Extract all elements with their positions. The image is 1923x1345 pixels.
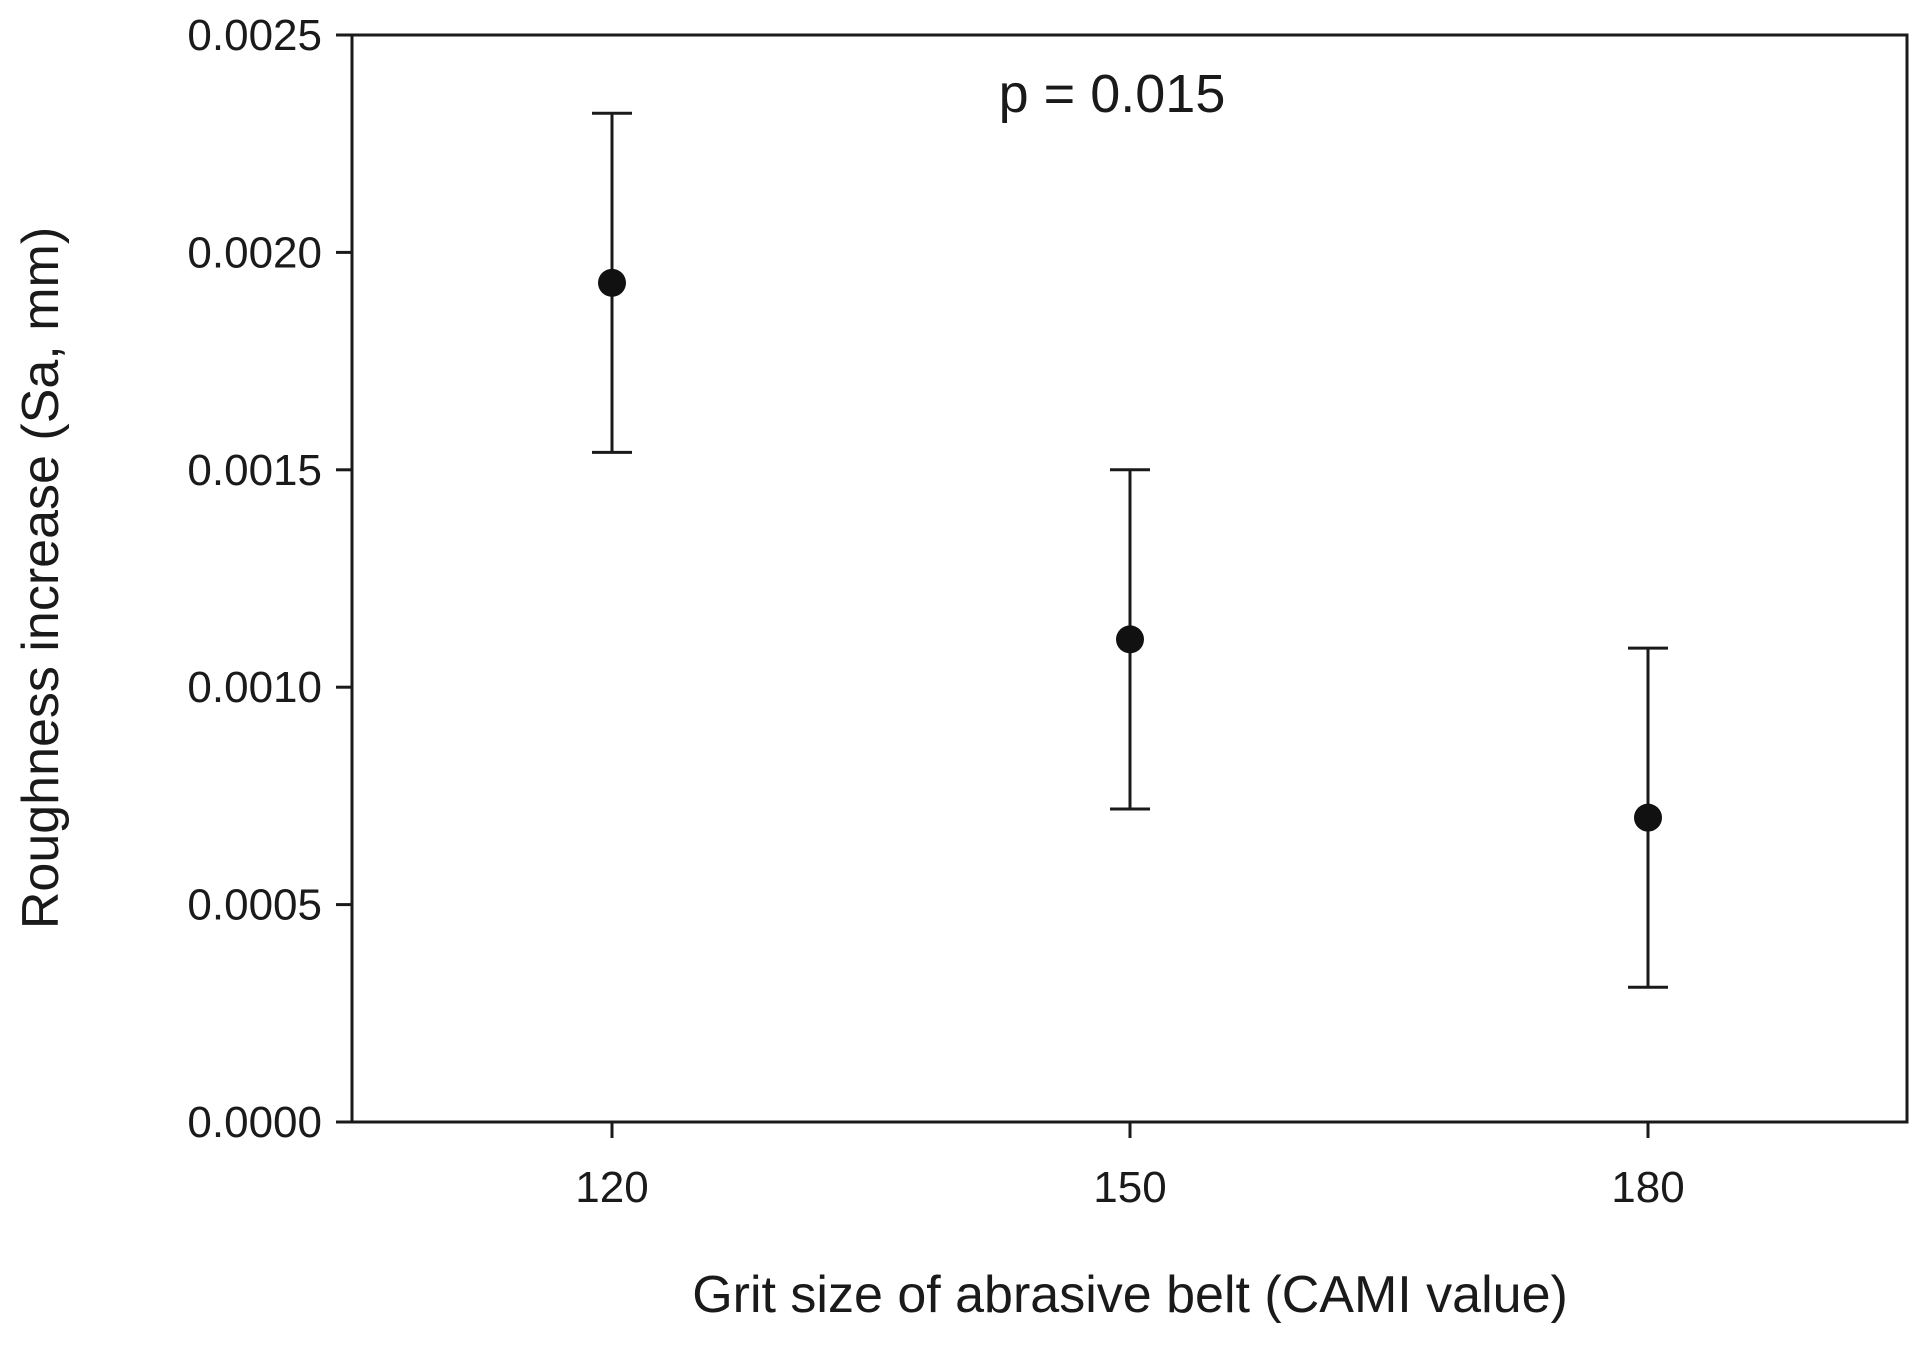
data-marks (592, 111, 1668, 989)
x-tick-label: 120 (575, 1163, 648, 1212)
y-tick-label: 0.0010 (187, 663, 322, 712)
x-axis-title: Grit size of abrasive belt (CAMI value) (692, 1266, 1568, 1324)
y-axis-title: Roughness increase (Sa, mm) (12, 227, 70, 929)
annotation-p-value: p = 0.015 (999, 64, 1226, 124)
y-tick-label: 0.0000 (187, 1098, 322, 1147)
x-axis-ticks: 120 150 180 (575, 1122, 1685, 1212)
y-tick-label: 0.0015 (187, 446, 322, 495)
y-tick-label: 0.0020 (187, 228, 322, 277)
x-tick-label: 180 (1611, 1163, 1684, 1212)
x-tick-label: 150 (1093, 1163, 1166, 1212)
y-axis-ticks: 0.0000 0.0005 0.0010 0.0015 0.0020 0.0025 (187, 11, 352, 1147)
data-point (598, 268, 626, 297)
y-tick-label: 0.0025 (187, 11, 322, 60)
data-point (1116, 625, 1144, 654)
data-point (1634, 803, 1662, 832)
y-tick-label: 0.0005 (187, 881, 322, 930)
